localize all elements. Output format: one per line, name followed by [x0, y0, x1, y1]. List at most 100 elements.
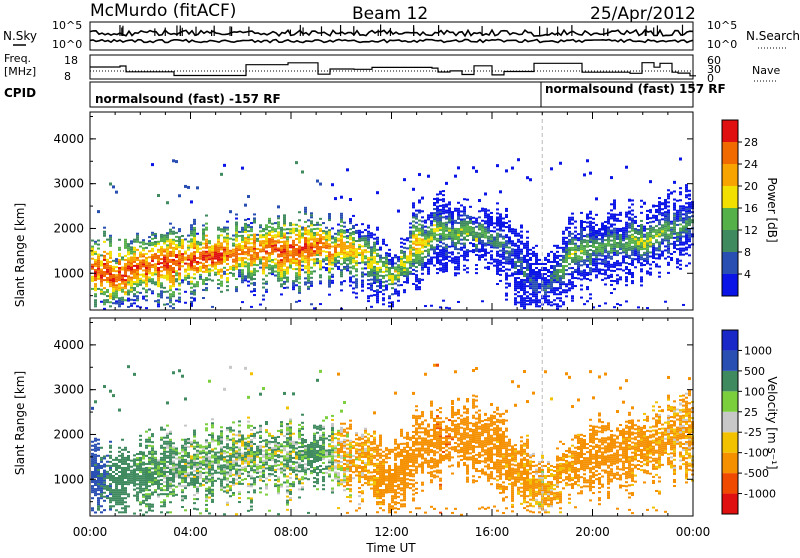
heatmap-cell — [646, 307, 649, 309]
heatmap-cell — [262, 258, 265, 260]
heatmap-cell — [130, 277, 133, 279]
heatmap-cell — [544, 273, 547, 275]
heatmap-cell — [658, 207, 661, 209]
heatmap-cell — [655, 211, 658, 213]
heatmap-cell — [553, 275, 556, 277]
heatmap-cell — [193, 221, 196, 223]
heatmap-cell — [643, 234, 646, 236]
heatmap-cell — [415, 236, 418, 238]
heatmap-cell — [124, 493, 127, 495]
heatmap-cell — [133, 299, 136, 301]
heatmap-cell — [535, 261, 538, 263]
heatmap-cell — [292, 232, 295, 234]
heatmap-cell — [478, 249, 481, 251]
heatmap-cell — [370, 285, 373, 287]
heatmap-cell — [352, 245, 355, 247]
heatmap-cell — [631, 214, 634, 216]
heatmap-cell — [118, 497, 121, 499]
heatmap-cell — [280, 283, 283, 285]
heatmap-cell — [376, 277, 379, 279]
heatmap-cell — [301, 235, 304, 237]
heatmap-cell — [160, 238, 163, 240]
heatmap-cell — [190, 293, 193, 295]
heatmap-cell — [136, 463, 139, 465]
heatmap-cell — [247, 285, 250, 287]
heatmap-cell — [307, 276, 310, 278]
heatmap-cell — [658, 233, 661, 235]
heatmap-cell — [109, 265, 112, 267]
heatmap-cell — [607, 277, 610, 279]
heatmap-cell — [133, 251, 136, 253]
heatmap-cell — [532, 285, 535, 287]
heatmap-cell — [196, 251, 199, 253]
heatmap-cell — [100, 495, 103, 497]
heatmap-cell — [265, 240, 268, 242]
heatmap-cell — [340, 237, 343, 239]
heatmap-cell — [304, 209, 307, 211]
heatmap-cell — [166, 238, 169, 240]
heatmap-cell — [685, 235, 688, 237]
heatmap-cell — [493, 259, 496, 261]
heatmap-cell — [586, 236, 589, 238]
heatmap-cell — [334, 245, 337, 247]
heatmap-cell — [457, 262, 460, 264]
heatmap-cell — [367, 245, 370, 247]
heatmap-cell — [640, 246, 643, 248]
heatmap-cell — [571, 247, 574, 249]
heatmap-cell — [124, 265, 127, 267]
power-colorbar-label: Power [dB] — [765, 177, 779, 242]
heatmap-cell — [565, 261, 568, 263]
heatmap-cell — [358, 246, 361, 248]
heatmap-cell — [523, 281, 526, 283]
heatmap-cell — [298, 235, 301, 237]
colorbar-swatch — [722, 208, 738, 230]
heatmap-cell — [199, 242, 202, 244]
heatmap-cell — [637, 245, 640, 247]
heatmap-cell — [409, 233, 412, 235]
heatmap-cell — [145, 281, 148, 283]
heatmap-cell — [682, 231, 685, 233]
heatmap-cell — [130, 466, 133, 468]
heatmap-cell — [100, 275, 103, 277]
heatmap-cell — [664, 231, 667, 233]
heatmap-cell — [253, 248, 256, 250]
heatmap-cell — [136, 479, 139, 481]
heatmap-cell — [547, 255, 550, 257]
heatmap-cell — [646, 232, 649, 234]
heatmap-cell — [592, 250, 595, 252]
heatmap-cell — [415, 286, 418, 288]
heatmap-cell — [589, 235, 592, 237]
heatmap-cell — [505, 293, 508, 295]
heatmap-cell — [451, 235, 454, 237]
heatmap-cell — [334, 253, 337, 255]
heatmap-cell — [538, 283, 541, 285]
heatmap-cell — [463, 228, 466, 230]
heatmap-cell — [340, 225, 343, 227]
heatmap-cell — [568, 279, 571, 281]
heatmap-cell — [100, 475, 103, 477]
heatmap-cell — [568, 273, 571, 275]
heatmap-cell — [640, 254, 643, 256]
heatmap-cell — [139, 278, 142, 280]
heatmap-cell — [361, 274, 364, 276]
heatmap-cell — [487, 220, 490, 222]
heatmap-cell — [676, 214, 679, 216]
heatmap-cell — [511, 240, 514, 242]
heatmap-cell — [532, 271, 535, 273]
heatmap-cell — [91, 254, 94, 256]
heatmap-cell — [121, 279, 124, 281]
heatmap-cell — [535, 245, 538, 247]
heatmap-cell — [394, 291, 397, 293]
heatmap-cell — [367, 233, 370, 235]
heatmap-cell — [607, 263, 610, 265]
heatmap-cell — [442, 267, 445, 269]
heatmap-cell — [439, 251, 442, 253]
heatmap-cell — [550, 283, 553, 285]
heatmap-cell — [613, 306, 616, 308]
heatmap-cell — [556, 275, 559, 277]
heatmap-cell — [520, 227, 523, 229]
heatmap-cell — [676, 260, 679, 262]
heatmap-cell — [361, 276, 364, 278]
heatmap-cell — [580, 230, 583, 232]
heatmap-cell — [661, 224, 664, 226]
